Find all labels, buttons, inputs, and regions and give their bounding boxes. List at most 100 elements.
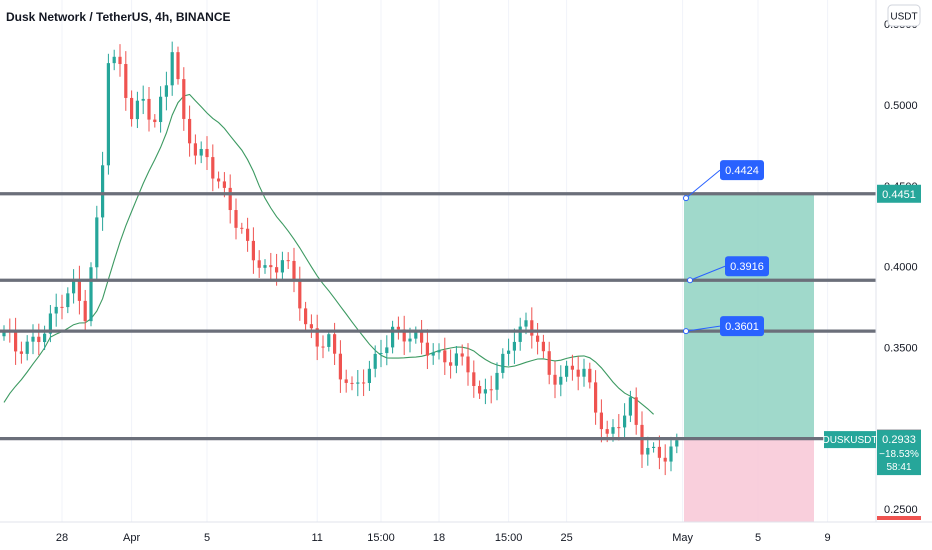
- candle-body: [402, 329, 406, 342]
- price-tick-label: 0.4000: [884, 262, 918, 274]
- candle-body: [570, 365, 574, 370]
- annotation-anchor: [683, 195, 689, 202]
- candle-body: [582, 368, 586, 377]
- annotation-box: [725, 256, 769, 277]
- candle-body: [60, 306, 64, 308]
- currency-button[interactable]: USDT: [887, 4, 921, 27]
- ticker-tag-text: DUSKUSDT: [822, 435, 877, 446]
- candle-body: [663, 457, 667, 462]
- annotation-label: 0.3601: [725, 321, 759, 333]
- candle-body: [188, 118, 192, 144]
- target-price-badge-text: 0.4451: [882, 189, 916, 201]
- candle-body: [66, 293, 70, 308]
- candle-body: [234, 210, 238, 228]
- candle-body: [333, 334, 337, 354]
- price-tick-label: 0.3500: [884, 342, 918, 354]
- candle-body: [512, 341, 516, 351]
- candle-body: [362, 382, 366, 384]
- candle-body: [547, 351, 551, 375]
- candle-body: [425, 342, 429, 356]
- candle-body: [431, 352, 435, 356]
- candle-body: [623, 415, 627, 428]
- candles: [2, 41, 679, 476]
- candle-body: [124, 64, 128, 98]
- time-tick-label: 25: [560, 532, 572, 544]
- candle-body: [257, 260, 261, 268]
- candle-body: [385, 347, 389, 354]
- time-tick-label: 11: [311, 532, 322, 544]
- loss-zone: [684, 439, 814, 522]
- candle-body: [31, 336, 35, 342]
- time-axis[interactable]: 28 Apr 5 11 15:00 18 15:00 25 May 5 9: [56, 532, 831, 544]
- candle-body: [443, 350, 447, 363]
- candle-body: [495, 372, 499, 390]
- annotation-anchor: [683, 328, 689, 335]
- candle-body: [449, 362, 453, 366]
- candle-body: [182, 79, 186, 119]
- candle-body: [240, 227, 244, 229]
- candle-body: [54, 306, 58, 314]
- annotation-label: 0.4424: [725, 165, 759, 177]
- candle-body: [466, 356, 470, 373]
- candle-body: [199, 148, 203, 156]
- candle-body: [599, 412, 603, 430]
- time-tick-label: 5: [204, 532, 210, 544]
- candle-body: [263, 265, 267, 268]
- candle-body: [130, 97, 134, 120]
- candle-body: [292, 260, 296, 280]
- candle-body: [617, 427, 621, 429]
- candle-body: [153, 119, 157, 123]
- candle-body: [275, 267, 279, 273]
- candle-body: [507, 350, 511, 354]
- candle-body: [501, 353, 505, 373]
- price-annotations[interactable]: 0.4424 0.3916 0.3601: [683, 160, 770, 337]
- candle-body: [669, 446, 673, 462]
- candle-body: [286, 260, 290, 262]
- moving-average-line: [3, 93, 654, 415]
- ticker-tag: [824, 431, 876, 449]
- price-tick-label: 0.2500: [884, 504, 918, 516]
- candle-body: [344, 379, 348, 383]
- candle-body: [588, 368, 592, 383]
- time-tick-label: 15:00: [495, 532, 523, 544]
- candle-body: [356, 382, 360, 384]
- candle-body: [101, 165, 105, 218]
- candle-body: [594, 382, 598, 413]
- time-tick-label: 5: [755, 532, 761, 544]
- candle-body: [460, 353, 464, 357]
- candle-body: [304, 308, 308, 325]
- candle-body: [176, 52, 180, 80]
- candle-body: [251, 240, 255, 261]
- candle-body: [14, 331, 18, 352]
- chart-title: Dusk Network / TetherUS, 4h, BINANCE: [6, 10, 230, 24]
- candle-body: [628, 397, 632, 416]
- candle-body: [118, 56, 122, 65]
- candle-body: [565, 365, 569, 377]
- candle-body: [553, 374, 557, 385]
- candle-body: [373, 353, 377, 369]
- candle-body: [141, 98, 145, 101]
- target-price-badge: [877, 184, 921, 203]
- candle-body: [489, 389, 493, 391]
- candle-body: [483, 389, 487, 394]
- candle-body: [2, 329, 6, 337]
- candle-body: [350, 382, 354, 384]
- candle-body: [205, 148, 209, 158]
- candle-body: [611, 427, 615, 434]
- candle-body: [135, 100, 139, 120]
- time-tick-label: May: [672, 532, 693, 544]
- candle-body: [83, 300, 87, 322]
- candle-body: [646, 447, 650, 455]
- stop-price-marker: [877, 516, 921, 520]
- bar-timer-text: 58:41: [886, 462, 911, 473]
- candle-body: [147, 98, 151, 120]
- last-price-text: 0.2933: [882, 434, 916, 446]
- candle-body: [37, 336, 41, 343]
- candle-body: [541, 341, 545, 352]
- candle-body: [652, 446, 656, 448]
- candle-body: [338, 353, 342, 380]
- candle-body: [211, 157, 215, 179]
- last-price-badge: [877, 430, 921, 476]
